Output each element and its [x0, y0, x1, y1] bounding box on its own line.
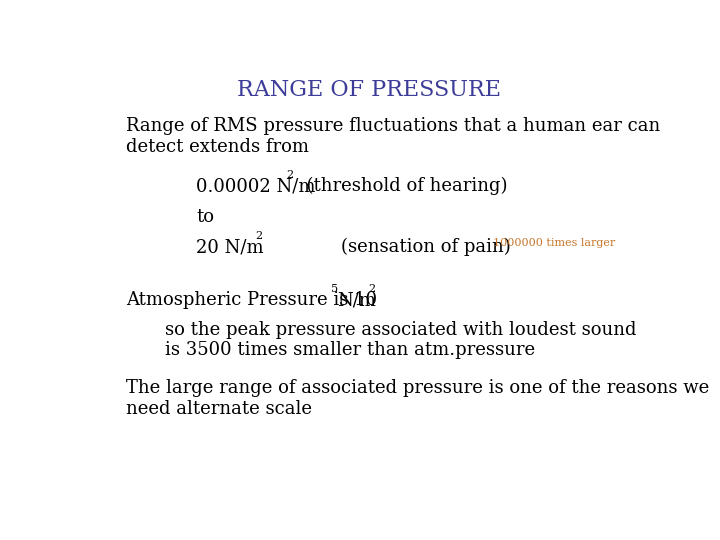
Text: (sensation of pain): (sensation of pain)	[341, 238, 511, 256]
Text: so the peak pressure associated with loudest sound
is 3500 times smaller than at: so the peak pressure associated with lou…	[166, 321, 636, 359]
Text: 0.00002 N/m: 0.00002 N/m	[196, 177, 315, 195]
Text: 2: 2	[369, 285, 376, 294]
Text: to: to	[196, 208, 214, 226]
Text: Range of RMS pressure fluctuations that a human ear can
detect extends from: Range of RMS pressure fluctuations that …	[126, 117, 660, 156]
Text: Atmospheric Pressure is 10: Atmospheric Pressure is 10	[126, 292, 377, 309]
Text: (threshold of hearing): (threshold of hearing)	[295, 177, 508, 195]
Text: 20 N/m: 20 N/m	[196, 238, 264, 256]
Text: RANGE OF PRESSURE: RANGE OF PRESSURE	[237, 79, 501, 102]
Text: 2: 2	[287, 170, 294, 180]
Text: 5: 5	[331, 285, 338, 294]
Text: 2: 2	[256, 231, 263, 241]
Text: The large range of associated pressure is one of the reasons we
need alternate s: The large range of associated pressure i…	[126, 379, 709, 417]
Text: N/m: N/m	[337, 292, 376, 309]
Text: 1000000 times larger: 1000000 times larger	[493, 238, 615, 248]
